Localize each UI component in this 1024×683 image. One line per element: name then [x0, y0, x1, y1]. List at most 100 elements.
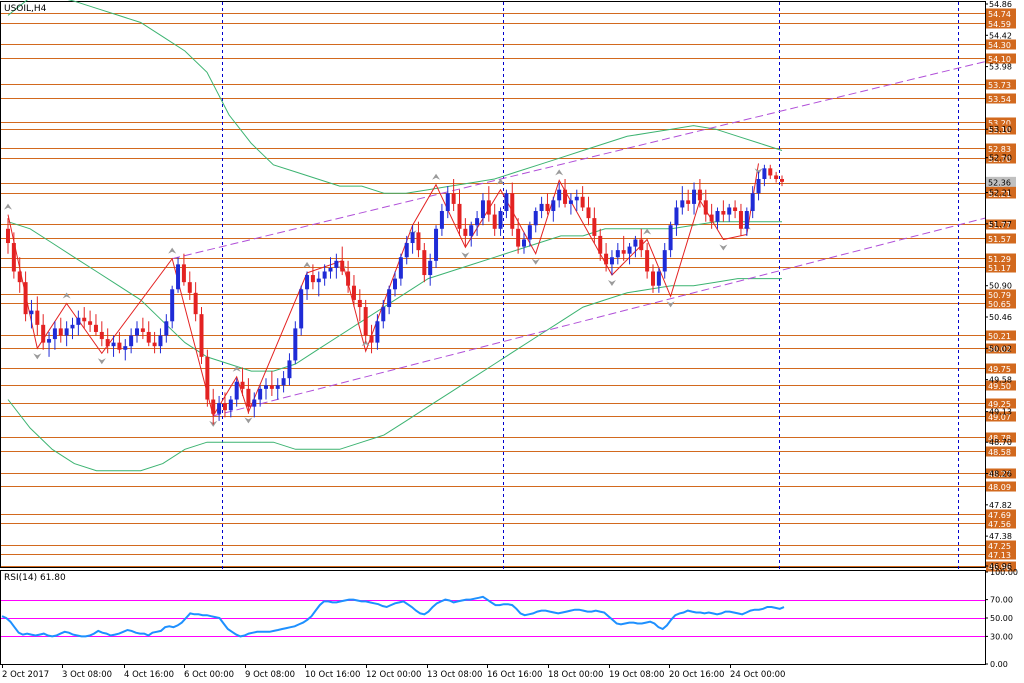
candle-bullish: [662, 250, 667, 272]
candle-bearish: [193, 292, 198, 315]
level-label: 49.50: [988, 382, 1011, 391]
level-label: 54.30: [988, 41, 1011, 50]
level-label: 48.09: [988, 483, 1011, 492]
rsi-pane[interactable]: 100.00 70.00 50.00 30.00 0.00 RSI(14) 61.80: [0, 568, 1019, 669]
level-label-bg: [986, 363, 1016, 374]
candle-bullish: [428, 260, 433, 276]
candle-bullish: [475, 218, 480, 226]
price-tick-label: 50.90: [989, 282, 1012, 291]
rsi-tick-label: 30.00: [990, 632, 1013, 641]
candle-bullish: [410, 232, 415, 244]
level-label: 51.29: [988, 255, 1011, 264]
level-label-bg: [986, 289, 1016, 300]
candle-bullish: [522, 239, 526, 247]
candle-bullish: [744, 211, 749, 229]
time-tick-label: 3 Oct 08:00: [62, 670, 112, 680]
time-tick-label: 6 Oct 00:00: [184, 670, 234, 680]
fractal-up-marker: [555, 169, 564, 176]
price-tick-label: 53.98: [989, 63, 1012, 72]
price-frame: [0, 1, 986, 568]
candle-bearish: [199, 314, 204, 357]
candle-bullish: [234, 381, 239, 400]
candle-bullish: [64, 328, 69, 336]
candle-bullish: [135, 328, 139, 336]
time-tick-label: 4 Oct 16:00: [124, 670, 174, 680]
time-tick-label: 16 Oct 16:00: [487, 670, 542, 680]
level-label-bg: [986, 518, 1016, 529]
candle-bullish: [111, 342, 116, 347]
candle-bullish: [445, 193, 450, 212]
price-tick-label: 52.21: [989, 189, 1012, 198]
level-label: 50.21: [988, 332, 1011, 341]
candle-bullish: [404, 243, 409, 258]
level-label-bg: [986, 398, 1016, 409]
time-tick-label: 2 Oct 2017: [2, 670, 49, 680]
candle-bearish: [580, 196, 585, 208]
candle-bullish: [674, 207, 679, 226]
candle-bearish: [187, 282, 192, 293]
candle-bearish: [88, 321, 93, 325]
price-tick-label: 54.86: [989, 0, 1012, 9]
price-tick-label: 49.13: [989, 408, 1012, 417]
level-label-bg: [986, 233, 1016, 244]
level-label-bg: [986, 39, 1016, 50]
fractal-up-marker: [62, 292, 71, 299]
current-price-bg: [986, 176, 1016, 187]
level-label: 52.70: [988, 155, 1011, 164]
level-label-bg: [986, 411, 1016, 422]
candle-bullish: [381, 307, 386, 322]
candle-bearish: [346, 271, 351, 286]
candle-bullish: [557, 189, 562, 201]
level-label: 50.02: [988, 345, 1011, 354]
candle-bearish: [117, 342, 122, 350]
price-tick-label: 53.10: [989, 125, 1012, 134]
candle-bearish: [604, 253, 609, 265]
candle-bullish: [568, 200, 573, 204]
fractal-up-marker: [361, 340, 370, 347]
level-label-bg: [986, 380, 1016, 391]
time-tick-label: 18 Oct 00:00: [548, 670, 603, 680]
candle-bullish: [228, 399, 233, 411]
candle-bearish: [598, 235, 603, 254]
fractal-down-marker: [754, 168, 763, 175]
candle-bullish: [252, 399, 257, 407]
level-label-bg: [986, 540, 1016, 551]
candle-bearish: [246, 388, 251, 407]
candle-bearish: [58, 328, 63, 336]
symbol-label: USOIL,H4: [4, 4, 47, 14]
candle-bearish: [17, 271, 22, 283]
candle-bearish: [340, 260, 345, 272]
candle-bullish: [176, 264, 181, 290]
candle-bullish: [574, 196, 579, 201]
level-label: 54.74: [988, 10, 1011, 19]
candle-bearish: [205, 356, 210, 400]
level-label: 49.25: [988, 400, 1011, 409]
fractal-up-marker: [168, 247, 177, 254]
candle-bearish: [363, 307, 368, 336]
level-label: 51.77: [988, 221, 1011, 230]
price-tick-label: 51.77: [989, 220, 1012, 229]
candle-bearish: [563, 189, 568, 204]
rsi-tick-label: 50.00: [990, 614, 1013, 623]
level-label-bg: [986, 262, 1016, 273]
level-label: 50.65: [988, 300, 1011, 309]
time-axis: 2 Oct 2017 3 Oct 08:00 4 Oct 16:00 6 Oct 00…: [2, 665, 785, 680]
level-label: 54.10: [988, 55, 1011, 64]
candle-bearish: [422, 250, 427, 276]
price-tick-label: 50.46: [989, 313, 1012, 322]
fractal-down-marker: [531, 258, 540, 265]
candle-bullish: [727, 207, 732, 215]
candle-bullish: [70, 324, 75, 329]
candle-bearish: [586, 207, 591, 219]
candle-bullish: [76, 317, 81, 325]
fractal-up-marker: [232, 365, 241, 372]
level-label-bg: [986, 219, 1016, 230]
level-label: 53.54: [988, 95, 1011, 104]
level-label-bg: [986, 446, 1016, 457]
candle-bearish: [23, 282, 28, 315]
candle-bearish: [510, 193, 515, 229]
fractal-down-marker: [97, 358, 106, 365]
candle-bearish: [492, 214, 497, 229]
